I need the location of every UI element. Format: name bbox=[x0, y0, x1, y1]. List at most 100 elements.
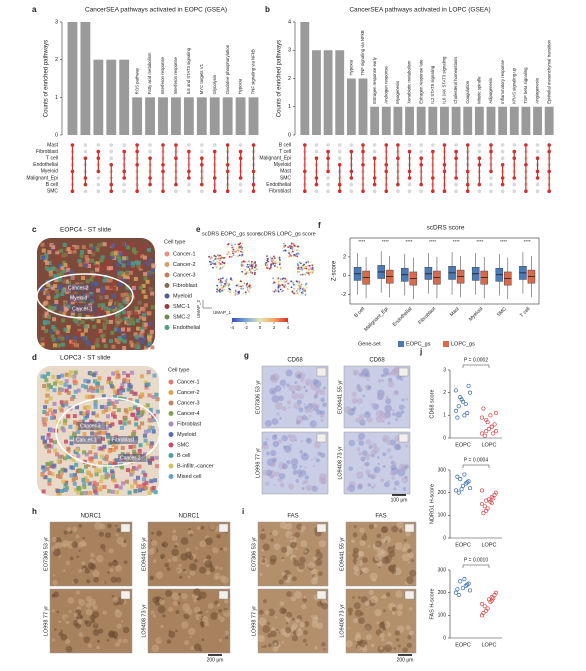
tissue-spot bbox=[89, 277, 94, 282]
umap-cell bbox=[223, 283, 226, 285]
ihc-texture bbox=[300, 378, 304, 382]
tissue-spot bbox=[149, 441, 154, 446]
ihc-inset bbox=[120, 590, 131, 600]
bar bbox=[132, 97, 143, 135]
tissue-spot bbox=[127, 490, 132, 495]
tissue-spot bbox=[100, 255, 105, 260]
set-label: Endothelial bbox=[266, 182, 291, 188]
tissue-spot bbox=[97, 303, 102, 308]
tissue-spot bbox=[99, 290, 104, 295]
tissue-spot bbox=[100, 286, 105, 291]
tissue-spot bbox=[47, 449, 52, 454]
ihc-texture bbox=[93, 576, 99, 583]
legend-swatch bbox=[164, 325, 170, 330]
ihc-texture bbox=[281, 641, 284, 644]
tissue-spot bbox=[48, 272, 53, 277]
ihc-texture bbox=[360, 456, 366, 462]
umap-cell bbox=[243, 282, 246, 285]
umap-cell bbox=[209, 257, 212, 260]
umap-cell bbox=[232, 254, 235, 256]
umap-cell bbox=[294, 253, 297, 256]
tissue-spot bbox=[96, 243, 101, 248]
umap-cell bbox=[248, 261, 251, 264]
tissue-spot bbox=[149, 486, 154, 491]
ihc-texture bbox=[291, 635, 299, 642]
tissue-spot bbox=[40, 435, 45, 440]
ihc-texture bbox=[181, 621, 189, 629]
ihc-texture bbox=[165, 589, 173, 597]
ihc-texture bbox=[381, 538, 386, 544]
umap-cell bbox=[240, 261, 243, 264]
x-tick-label: LOPC bbox=[482, 442, 497, 448]
ihc-texture bbox=[404, 475, 408, 479]
ihc-texture bbox=[172, 600, 179, 607]
data-point bbox=[456, 404, 461, 409]
umap-cell bbox=[221, 263, 224, 265]
tissue-spot bbox=[69, 269, 74, 274]
ihc-texture bbox=[376, 533, 382, 539]
ihc-texture bbox=[288, 406, 291, 409]
tissue-spot bbox=[52, 381, 57, 386]
tissue-spot bbox=[107, 423, 112, 428]
ihc-texture bbox=[259, 533, 267, 540]
ihc-texture bbox=[158, 598, 165, 605]
ihc-texture bbox=[391, 476, 395, 481]
ihc-texture bbox=[123, 560, 128, 565]
umap-cell bbox=[267, 260, 270, 263]
ihc-texture bbox=[167, 558, 172, 563]
tissue-spot bbox=[127, 420, 132, 425]
set-dot bbox=[314, 149, 319, 154]
ihc-texture bbox=[388, 547, 391, 550]
tissue-spot bbox=[104, 475, 109, 480]
tissue-spot bbox=[69, 343, 74, 348]
tissue-spot bbox=[67, 304, 72, 309]
legend-label: Cancer-2 bbox=[173, 262, 196, 268]
bar bbox=[222, 97, 233, 135]
ihc-texture bbox=[396, 521, 404, 529]
tissue-spot bbox=[57, 343, 62, 348]
umap-cell bbox=[292, 281, 295, 284]
tissue-spot bbox=[72, 379, 77, 384]
tissue-spot bbox=[64, 270, 69, 275]
umap-cell bbox=[290, 286, 293, 289]
bar bbox=[440, 106, 449, 135]
data-point bbox=[482, 604, 487, 609]
tissue-spot bbox=[102, 278, 107, 283]
ihc-texture bbox=[389, 470, 395, 476]
ihc-texture bbox=[309, 420, 317, 428]
bar bbox=[80, 22, 91, 135]
ihc-texture bbox=[92, 570, 100, 578]
tissue-spot bbox=[134, 306, 139, 311]
sample-label: LO998 77 yr bbox=[251, 606, 257, 636]
tissue-spot bbox=[106, 307, 111, 312]
tissue-spot bbox=[105, 414, 110, 419]
tissue-spot bbox=[54, 379, 59, 384]
ihc-texture bbox=[223, 547, 228, 552]
ihc-texture bbox=[408, 607, 413, 611]
ihc-texture bbox=[361, 467, 364, 470]
ihc-texture bbox=[362, 394, 366, 398]
category-label: MYC targets V1 bbox=[199, 63, 204, 94]
chart-title: CancerSEA pathways activated in LOPC (GS… bbox=[349, 7, 490, 14]
ihc-texture bbox=[94, 522, 103, 531]
ihc-texture bbox=[295, 415, 304, 423]
bar bbox=[312, 50, 321, 135]
tissue-spot bbox=[131, 266, 136, 271]
ihc-texture bbox=[270, 375, 278, 384]
region-label: Cancer-2 bbox=[120, 455, 141, 461]
ihc-texture bbox=[161, 597, 164, 601]
tissue-spot bbox=[44, 288, 49, 293]
ihc-texture bbox=[365, 461, 370, 467]
tissue-spot bbox=[49, 463, 54, 468]
umap-cell bbox=[215, 266, 218, 268]
tissue-spot bbox=[52, 327, 57, 332]
tissue-spot bbox=[66, 390, 71, 395]
x-tick-label: SMC bbox=[496, 306, 508, 318]
tissue-spot bbox=[41, 326, 46, 331]
ihc-texture bbox=[356, 447, 361, 452]
tissue-spot bbox=[114, 484, 119, 489]
tissue-spot bbox=[133, 480, 138, 485]
tissue-spot bbox=[95, 261, 100, 266]
umap-cell bbox=[251, 262, 254, 265]
